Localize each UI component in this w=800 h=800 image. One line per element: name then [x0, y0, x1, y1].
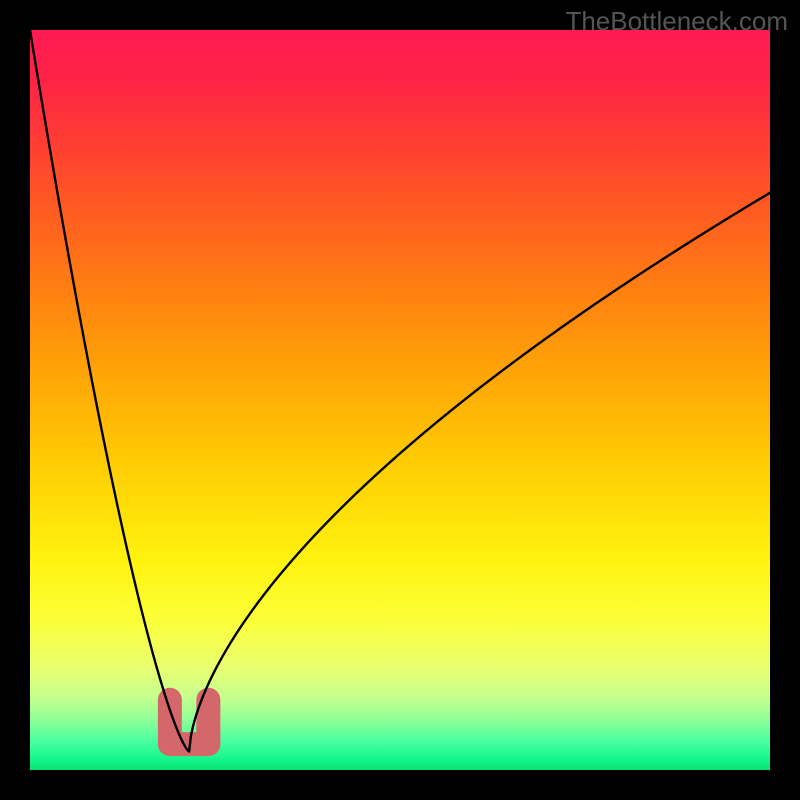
chart-stage: TheBottleneck.com	[0, 0, 800, 800]
background-layer	[0, 0, 800, 800]
watermark-text: TheBottleneck.com	[565, 6, 788, 37]
plot-area	[30, 30, 770, 770]
